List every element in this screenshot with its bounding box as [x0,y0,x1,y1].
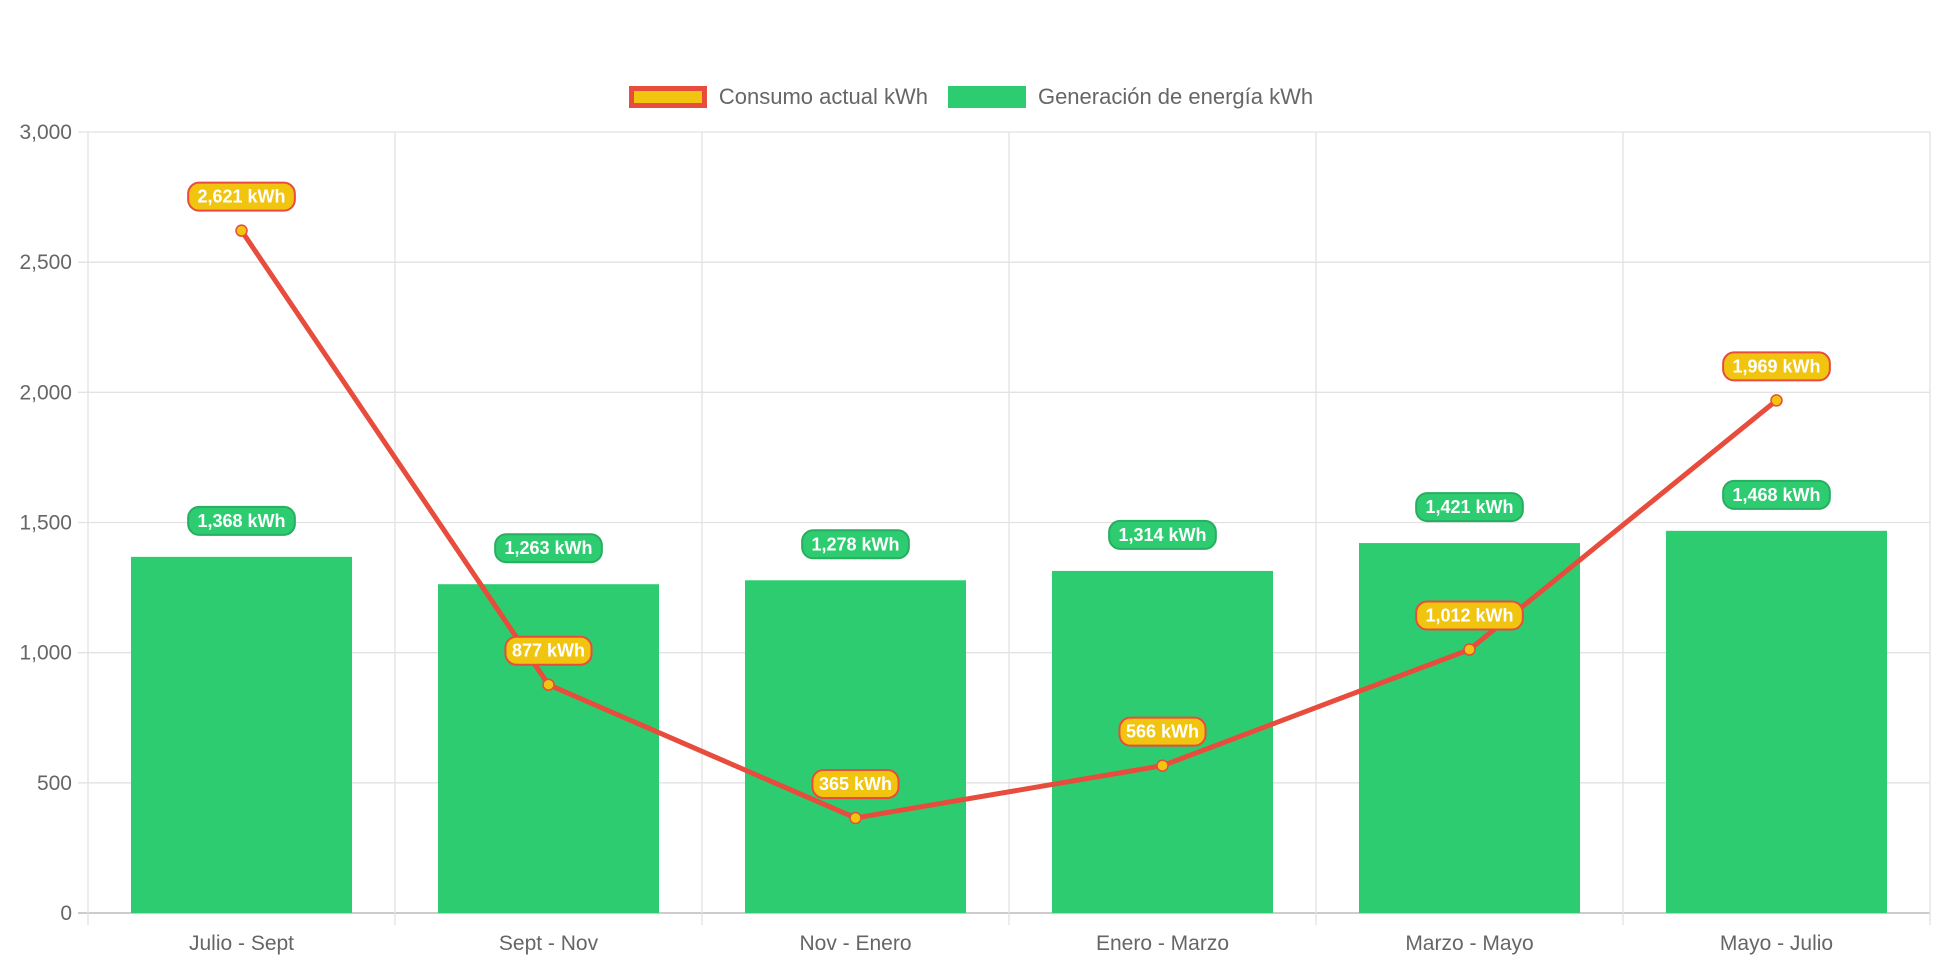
data-label-consumo: 2,621 kWh [197,187,285,207]
point-consumo [1463,643,1476,656]
x-tick-label: Julio - Sept [189,932,294,955]
bar-generacion [130,556,353,913]
data-label-consumo-bg [504,635,593,666]
y-tick-label: 0 [60,902,72,925]
legend-swatch-consumo [628,86,707,108]
data-label-consumo-bg [187,181,296,212]
data-label-generacion: 1,278 kWh [811,534,899,554]
data-label-generacion-bg [801,529,910,560]
y-tick-label: 1,500 [19,512,72,535]
data-label-generacion: 1,468 kWh [1732,485,1820,505]
bar-generacion [1358,543,1581,913]
point-consumo [849,811,862,825]
data-label-generacion-bg [1722,479,1831,510]
bar-generacion [437,584,660,913]
x-tick-label: Nov - Enero [799,932,911,955]
point-consumo [235,224,248,237]
data-label-generacion: 1,421 kWh [1425,497,1513,517]
data-label-consumo-bg [811,768,900,799]
data-label-consumo-bg [1722,351,1831,382]
legend-item-consumo[interactable]: Consumo actual kWh [628,84,928,110]
y-tick-label: 2,500 [19,251,72,274]
data-label-consumo: 566 kWh [1126,722,1199,742]
data-label-generacion: 1,263 kWh [504,538,592,558]
point-consumo [542,678,555,691]
data-label-generacion: 1,368 kWh [197,511,285,531]
data-label-generacion-bg [494,533,603,564]
point-consumo [1770,394,1783,407]
data-label-consumo-bg [1118,716,1207,747]
data-label-consumo: 1,012 kWh [1425,606,1513,626]
legend: Consumo actual kWh Generación de energía… [0,84,1942,110]
data-label-generacion: 1,314 kWh [1118,525,1206,545]
data-label-consumo: 877 kWh [512,641,585,661]
data-label-consumo-bg [1415,600,1524,631]
data-label-consumo: 1,969 kWh [1732,356,1820,376]
legend-label-generacion: Generación de energía kWh [1037,84,1314,109]
bar-generacion [1665,530,1888,913]
data-label-generacion-bg [187,505,296,536]
y-tick-label: 1,000 [19,642,72,665]
legend-swatch-generacion [947,86,1026,108]
legend-item-generacion[interactable]: Generación de energía kWh [947,84,1314,110]
y-tick-label: 2,000 [19,381,72,404]
x-tick-label: Marzo - Mayo [1405,932,1533,955]
data-label-consumo: 365 kWh [819,774,892,794]
x-tick-label: Sept - Nov [499,932,599,955]
y-tick-label: 500 [37,772,72,795]
data-label-generacion-bg [1415,492,1524,523]
data-label-generacion-bg [1108,519,1217,550]
y-tick-label: 3,000 [19,121,72,144]
x-tick-label: Mayo - Julio [1720,932,1833,955]
legend-label-consumo: Consumo actual kWh [718,84,928,109]
bar-generacion [744,580,967,913]
point-consumo [1156,759,1169,772]
x-tick-label: Enero - Marzo [1096,932,1229,955]
